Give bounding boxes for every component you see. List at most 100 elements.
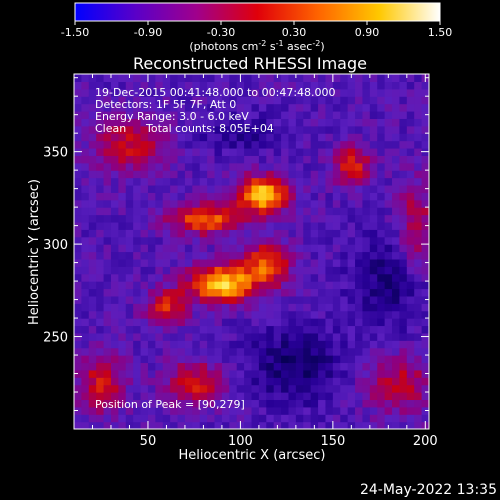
heatmap-pixel — [229, 355, 238, 364]
y-axis-label: Heliocentric Y (arcsec) — [27, 179, 42, 325]
heatmap-pixel — [214, 273, 223, 282]
heatmap-pixel — [140, 244, 149, 253]
heatmap-pixel — [147, 207, 156, 216]
heatmap-pixel — [81, 162, 90, 171]
heatmap-pixel — [384, 258, 393, 267]
heatmap-pixel — [214, 310, 223, 319]
heatmap-pixel — [251, 281, 260, 290]
heatmap-pixel — [221, 266, 230, 275]
heatmap-pixel — [362, 103, 371, 112]
heatmap-pixel — [103, 125, 112, 134]
heatmap-pixel — [103, 170, 112, 179]
heatmap-pixel — [236, 81, 245, 90]
heatmap-pixel — [177, 399, 186, 408]
heatmap-pixel — [355, 303, 364, 312]
heatmap-pixel — [236, 355, 245, 364]
heatmap-pixel — [310, 155, 319, 164]
heatmap-pixel — [140, 81, 149, 90]
heatmap-pixel — [251, 377, 260, 386]
heatmap-pixel — [184, 273, 193, 282]
heatmap-pixel — [340, 177, 349, 186]
heatmap-pixel — [207, 406, 216, 415]
heatmap-pixel — [318, 110, 327, 119]
heatmap-pixel — [392, 332, 401, 341]
heatmap-pixel — [251, 332, 260, 341]
heatmap-pixel — [325, 140, 334, 149]
heatmap-pixel — [244, 392, 253, 401]
heatmap-pixel — [281, 303, 290, 312]
heatmap-pixel — [133, 140, 142, 149]
heatmap-pixel — [392, 377, 401, 386]
heatmap-pixel — [96, 125, 105, 134]
heatmap-pixel — [414, 347, 423, 356]
heatmap-pixel — [325, 266, 334, 275]
heatmap-pixel — [236, 192, 245, 201]
heatmap-pixel — [295, 266, 304, 275]
heatmap-pixel — [384, 251, 393, 260]
heatmap-pixel — [207, 332, 216, 341]
heatmap-pixel — [310, 392, 319, 401]
heatmap-pixel — [355, 118, 364, 127]
heatmap-pixel — [192, 325, 201, 334]
heatmap-pixel — [162, 325, 171, 334]
heatmap-pixel — [332, 318, 341, 327]
heatmap-pixel — [258, 399, 267, 408]
heatmap-pixel — [340, 303, 349, 312]
heatmap-pixel — [347, 155, 356, 164]
heatmap-pixel — [362, 406, 371, 415]
heatmap-pixel — [140, 295, 149, 304]
heatmap-pixel — [392, 369, 401, 378]
heatmap-pixel — [303, 118, 312, 127]
heatmap-pixel — [147, 81, 156, 90]
heatmap-pixel — [347, 125, 356, 134]
heatmap-pixel — [288, 295, 297, 304]
heatmap-pixel — [170, 192, 179, 201]
heatmap-pixel — [162, 88, 171, 97]
heatmap-pixel — [347, 281, 356, 290]
heatmap-pixel — [318, 355, 327, 364]
heatmap-pixel — [347, 221, 356, 230]
heatmap-pixel — [295, 281, 304, 290]
heatmap-pixel — [281, 377, 290, 386]
heatmap-pixel — [384, 110, 393, 119]
heatmap-pixel — [177, 221, 186, 230]
heatmap-pixel — [236, 384, 245, 393]
heatmap-pixel — [377, 318, 386, 327]
heatmap-pixel — [207, 162, 216, 171]
heatmap-pixel — [295, 103, 304, 112]
heatmap-pixel — [303, 281, 312, 290]
heatmap-pixel — [355, 347, 364, 356]
heatmap-pixel — [281, 125, 290, 134]
heatmap-pixel — [192, 406, 201, 415]
heatmap-pixel — [332, 281, 341, 290]
heatmap-pixel — [325, 288, 334, 297]
heatmap-pixel — [192, 125, 201, 134]
heatmap-pixel — [406, 103, 415, 112]
heatmap-pixel — [251, 369, 260, 378]
heatmap-pixel — [244, 125, 253, 134]
heatmap-pixel — [74, 318, 82, 327]
heatmap-pixel — [355, 133, 364, 142]
x-tick-label: 100 — [228, 434, 253, 449]
heatmap-pixel — [74, 310, 82, 319]
heatmap-pixel — [207, 244, 216, 253]
heatmap-pixel — [421, 362, 429, 371]
heatmap-pixel — [347, 392, 356, 401]
heatmap-pixel — [155, 362, 164, 371]
heatmap-pixel — [162, 399, 171, 408]
heatmap-pixel — [355, 332, 364, 341]
heatmap-pixel — [414, 303, 423, 312]
heatmap-pixel — [184, 392, 193, 401]
heatmap-pixel — [214, 125, 223, 134]
heatmap-pixel — [125, 369, 134, 378]
heatmap-pixel — [251, 414, 260, 423]
heatmap-pixel — [118, 162, 127, 171]
heatmap-pixel — [192, 310, 201, 319]
heatmap-pixel — [414, 229, 423, 238]
heatmap-pixel — [340, 96, 349, 105]
heatmap-pixel — [377, 229, 386, 238]
heatmap-pixel — [325, 74, 334, 82]
heatmap-pixel — [281, 399, 290, 408]
heatmap-pixel — [332, 288, 341, 297]
